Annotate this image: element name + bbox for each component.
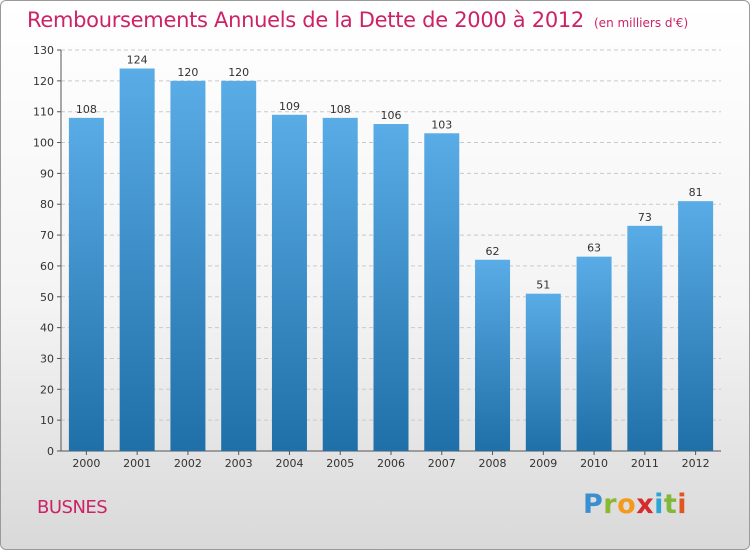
y-tick-label: 70 — [40, 229, 54, 242]
bar-value-label: 108 — [76, 103, 97, 116]
bar-value-label: 81 — [689, 186, 703, 199]
bar-value-label: 73 — [638, 211, 652, 224]
y-tick-label: 50 — [40, 291, 54, 304]
y-tick-label: 20 — [40, 383, 54, 396]
x-tick-label: 2011 — [631, 457, 659, 470]
bar-value-label: 106 — [381, 109, 402, 122]
y-tick-label: 80 — [40, 198, 54, 211]
y-tick-label: 130 — [33, 44, 54, 57]
x-tick-label: 2007 — [428, 457, 456, 470]
bar-value-label: 63 — [587, 242, 601, 255]
y-tick-label: 90 — [40, 167, 54, 180]
bar-2000 — [68, 117, 104, 451]
bar-2012 — [678, 201, 714, 451]
y-tick-label: 110 — [33, 106, 54, 119]
y-tick-label: 10 — [40, 414, 54, 427]
bar-2008 — [475, 259, 511, 451]
bar-value-label: 51 — [536, 279, 550, 292]
bar-2010 — [576, 256, 612, 451]
bar-2006 — [373, 124, 409, 452]
commune-name: BUSNES — [37, 497, 108, 518]
bar-2003 — [221, 80, 257, 451]
bar-2004 — [271, 114, 307, 452]
bar-value-label: 120 — [228, 66, 249, 79]
x-tick-label: 2003 — [225, 457, 253, 470]
bar-value-label: 124 — [127, 54, 148, 67]
y-tick-label: 40 — [40, 322, 54, 335]
x-tick-label: 2008 — [479, 457, 507, 470]
x-tick-label: 2001 — [123, 457, 151, 470]
bar-2001 — [119, 68, 155, 451]
x-tick-label: 2010 — [580, 457, 608, 470]
bar-value-label: 62 — [486, 245, 500, 258]
unit-note: (en milliers d'€) — [594, 16, 689, 30]
bar-2007 — [424, 133, 460, 452]
bar-2009 — [525, 293, 561, 451]
x-tick-label: 2009 — [529, 457, 557, 470]
bar-value-label: 108 — [330, 103, 351, 116]
bars — [68, 68, 714, 452]
bar-2011 — [627, 225, 663, 451]
bar-value-label: 109 — [279, 100, 300, 113]
bar-value-labels: 108 124 120 120 109 108 106 103 62 51 63 73 81 — [76, 54, 703, 292]
y-tick-label: 60 — [40, 260, 54, 273]
y-tick-label: 0 — [47, 445, 54, 458]
chart-title: Remboursements Annuels de la Dette de 20… — [27, 8, 688, 32]
x-tick-label: 2005 — [326, 457, 354, 470]
x-tick-label: 2012 — [682, 457, 710, 470]
bar-2002 — [170, 80, 206, 451]
proxiti-logo: Proxiti — [583, 489, 688, 520]
x-tick-labels: 2000 2001 2002 2003 2004 2005 2006 2007 2008 2009… — [72, 457, 709, 470]
x-tick-label: 2006 — [377, 457, 405, 470]
y-tick-labels: 0 10 20 30 40 50 60 70 80 90 100 110 120 130 — [33, 44, 54, 458]
x-tick-label: 2004 — [275, 457, 303, 470]
y-tick-label: 120 — [33, 75, 54, 88]
title-text: Remboursements Annuels de la Dette de 20… — [27, 8, 584, 32]
y-tick-label: 100 — [33, 137, 54, 150]
x-tick-label: 2000 — [72, 457, 100, 470]
y-tick-label: 30 — [40, 352, 54, 365]
bar-value-label: 103 — [431, 118, 452, 131]
bar-value-label: 120 — [177, 66, 198, 79]
x-tick-label: 2002 — [174, 457, 202, 470]
bar-2005 — [322, 117, 358, 451]
